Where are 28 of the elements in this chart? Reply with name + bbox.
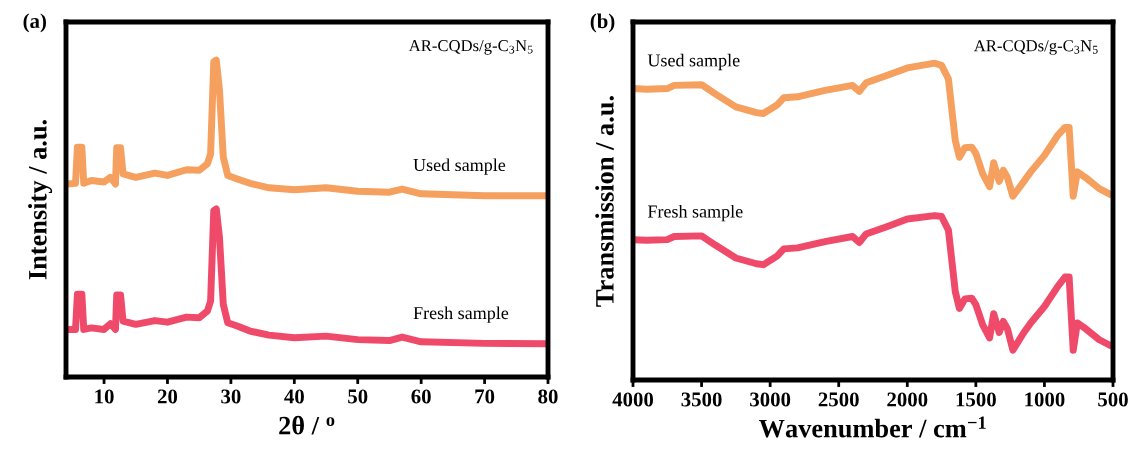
series-label: Used sample: [647, 53, 740, 71]
series-label: Fresh sample: [647, 204, 743, 222]
series-label: Fresh sample: [413, 306, 509, 323]
x-axis-title: 2θ / $^{o}$: [279, 415, 335, 435]
y-axis-title: Intensity / a.u.: [28, 120, 53, 280]
x-tick-label: 2000: [887, 392, 928, 407]
x-tick-label: 40: [284, 389, 304, 404]
x-tick-label: 60: [411, 389, 431, 404]
x-tick-label: 80: [538, 389, 558, 404]
x-tick-label: 3500: [681, 392, 722, 407]
x-tick-label: 1000: [1025, 392, 1065, 407]
x-tick-label: 500: [1098, 392, 1128, 407]
x-tick-label: 3000: [750, 392, 791, 407]
x-tick-label: 4000: [612, 392, 654, 407]
x-axis-title: Wavenumber / cm$^{−1}$: [758, 416, 986, 438]
series-label: Used sample: [413, 158, 506, 175]
chart-title: (b): [590, 13, 615, 33]
x-tick-label: 20: [157, 389, 178, 404]
x-tick-label: 70: [475, 389, 495, 404]
text: AR-CQDs/g-C$_{3}$N$_{5}$: [408, 40, 533, 55]
chart-title: (a): [23, 13, 46, 33]
y-axis-title: Transmission / a.u.: [595, 96, 614, 307]
x-tick-label: 2500: [818, 392, 859, 407]
x-tick-label: 10: [95, 389, 114, 404]
text: AR-CQDs/g-C$_{3}$N$_{5}$: [973, 40, 1098, 55]
x-tick-label: 50: [348, 389, 368, 404]
x-tick-label: 30: [221, 389, 241, 404]
x-tick-label: 1500: [956, 392, 996, 407]
